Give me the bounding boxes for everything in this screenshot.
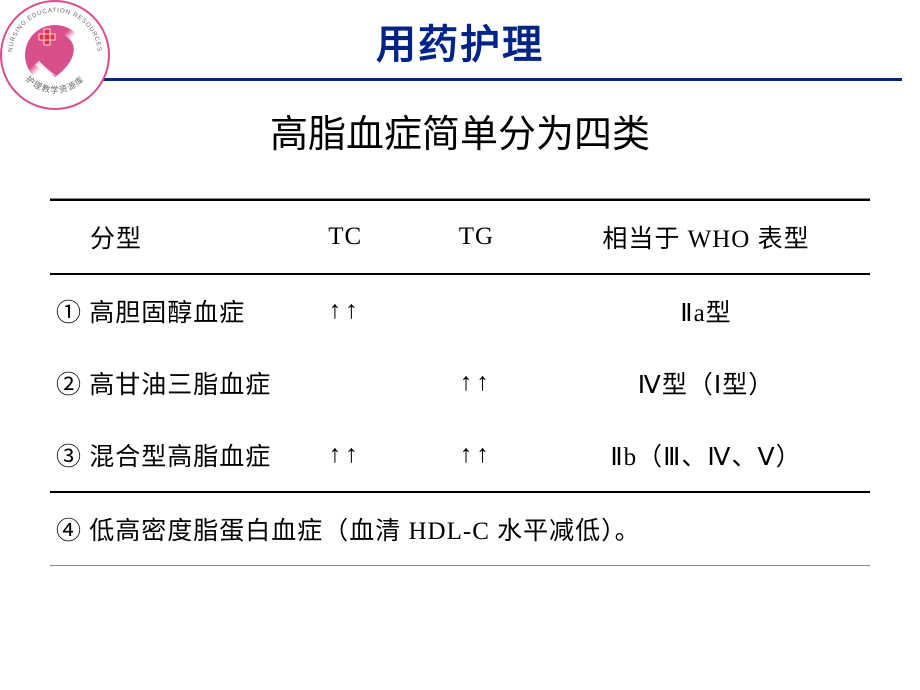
table-header-row: 分型 TC TG 相当于 WHO 表型	[50, 200, 870, 274]
cell-tg: ↑↑	[411, 347, 542, 419]
slide-header: 用药护理	[0, 0, 920, 81]
table-footnote-row: ④ 低高密度脂蛋白血症（血清 HDL-C 水平减低）。	[50, 492, 870, 565]
logo-badge: NURSING EDUCATION RESOURCES 护理教学资源库	[0, 0, 110, 110]
col-header-tc: TC	[280, 200, 411, 274]
cell-tg: ↑↑	[411, 419, 542, 492]
classification-table-wrap: 分型 TC TG 相当于 WHO 表型 ① 高胆固醇血症 ↑↑ Ⅱa型 ② 高甘…	[50, 198, 870, 566]
classification-table: 分型 TC TG 相当于 WHO 表型 ① 高胆固醇血症 ↑↑ Ⅱa型 ② 高甘…	[50, 199, 870, 565]
cell-tc: ↑↑	[280, 419, 411, 492]
table-row: ① 高胆固醇血症 ↑↑ Ⅱa型	[50, 274, 870, 347]
col-header-type: 分型	[50, 200, 280, 274]
slide-title: 用药护理	[0, 12, 920, 70]
table-row: ③ 混合型高脂血症 ↑↑ ↑↑ Ⅱb（Ⅲ、Ⅳ、Ⅴ）	[50, 419, 870, 492]
medical-cross-icon	[38, 28, 56, 46]
title-underline	[100, 78, 902, 81]
cell-tc: ↑↑	[280, 274, 411, 347]
cell-tc	[280, 347, 411, 419]
cell-type: ② 高甘油三脂血症	[50, 347, 280, 419]
cell-who: Ⅱb（Ⅲ、Ⅳ、Ⅴ）	[542, 419, 870, 492]
cell-type: ③ 混合型高脂血症	[50, 419, 280, 492]
cell-tg	[411, 274, 542, 347]
table-footnote: ④ 低高密度脂蛋白血症（血清 HDL-C 水平减低）。	[50, 492, 870, 565]
col-header-tg: TG	[411, 200, 542, 274]
table-row: ② 高甘油三脂血症 ↑↑ Ⅳ型（Ⅰ型）	[50, 347, 870, 419]
cell-type: ① 高胆固醇血症	[50, 274, 280, 347]
cell-who: Ⅱa型	[542, 274, 870, 347]
col-header-who: 相当于 WHO 表型	[542, 200, 870, 274]
cell-who: Ⅳ型（Ⅰ型）	[542, 347, 870, 419]
slide-subtitle: 高脂血症简单分为四类	[0, 103, 920, 158]
